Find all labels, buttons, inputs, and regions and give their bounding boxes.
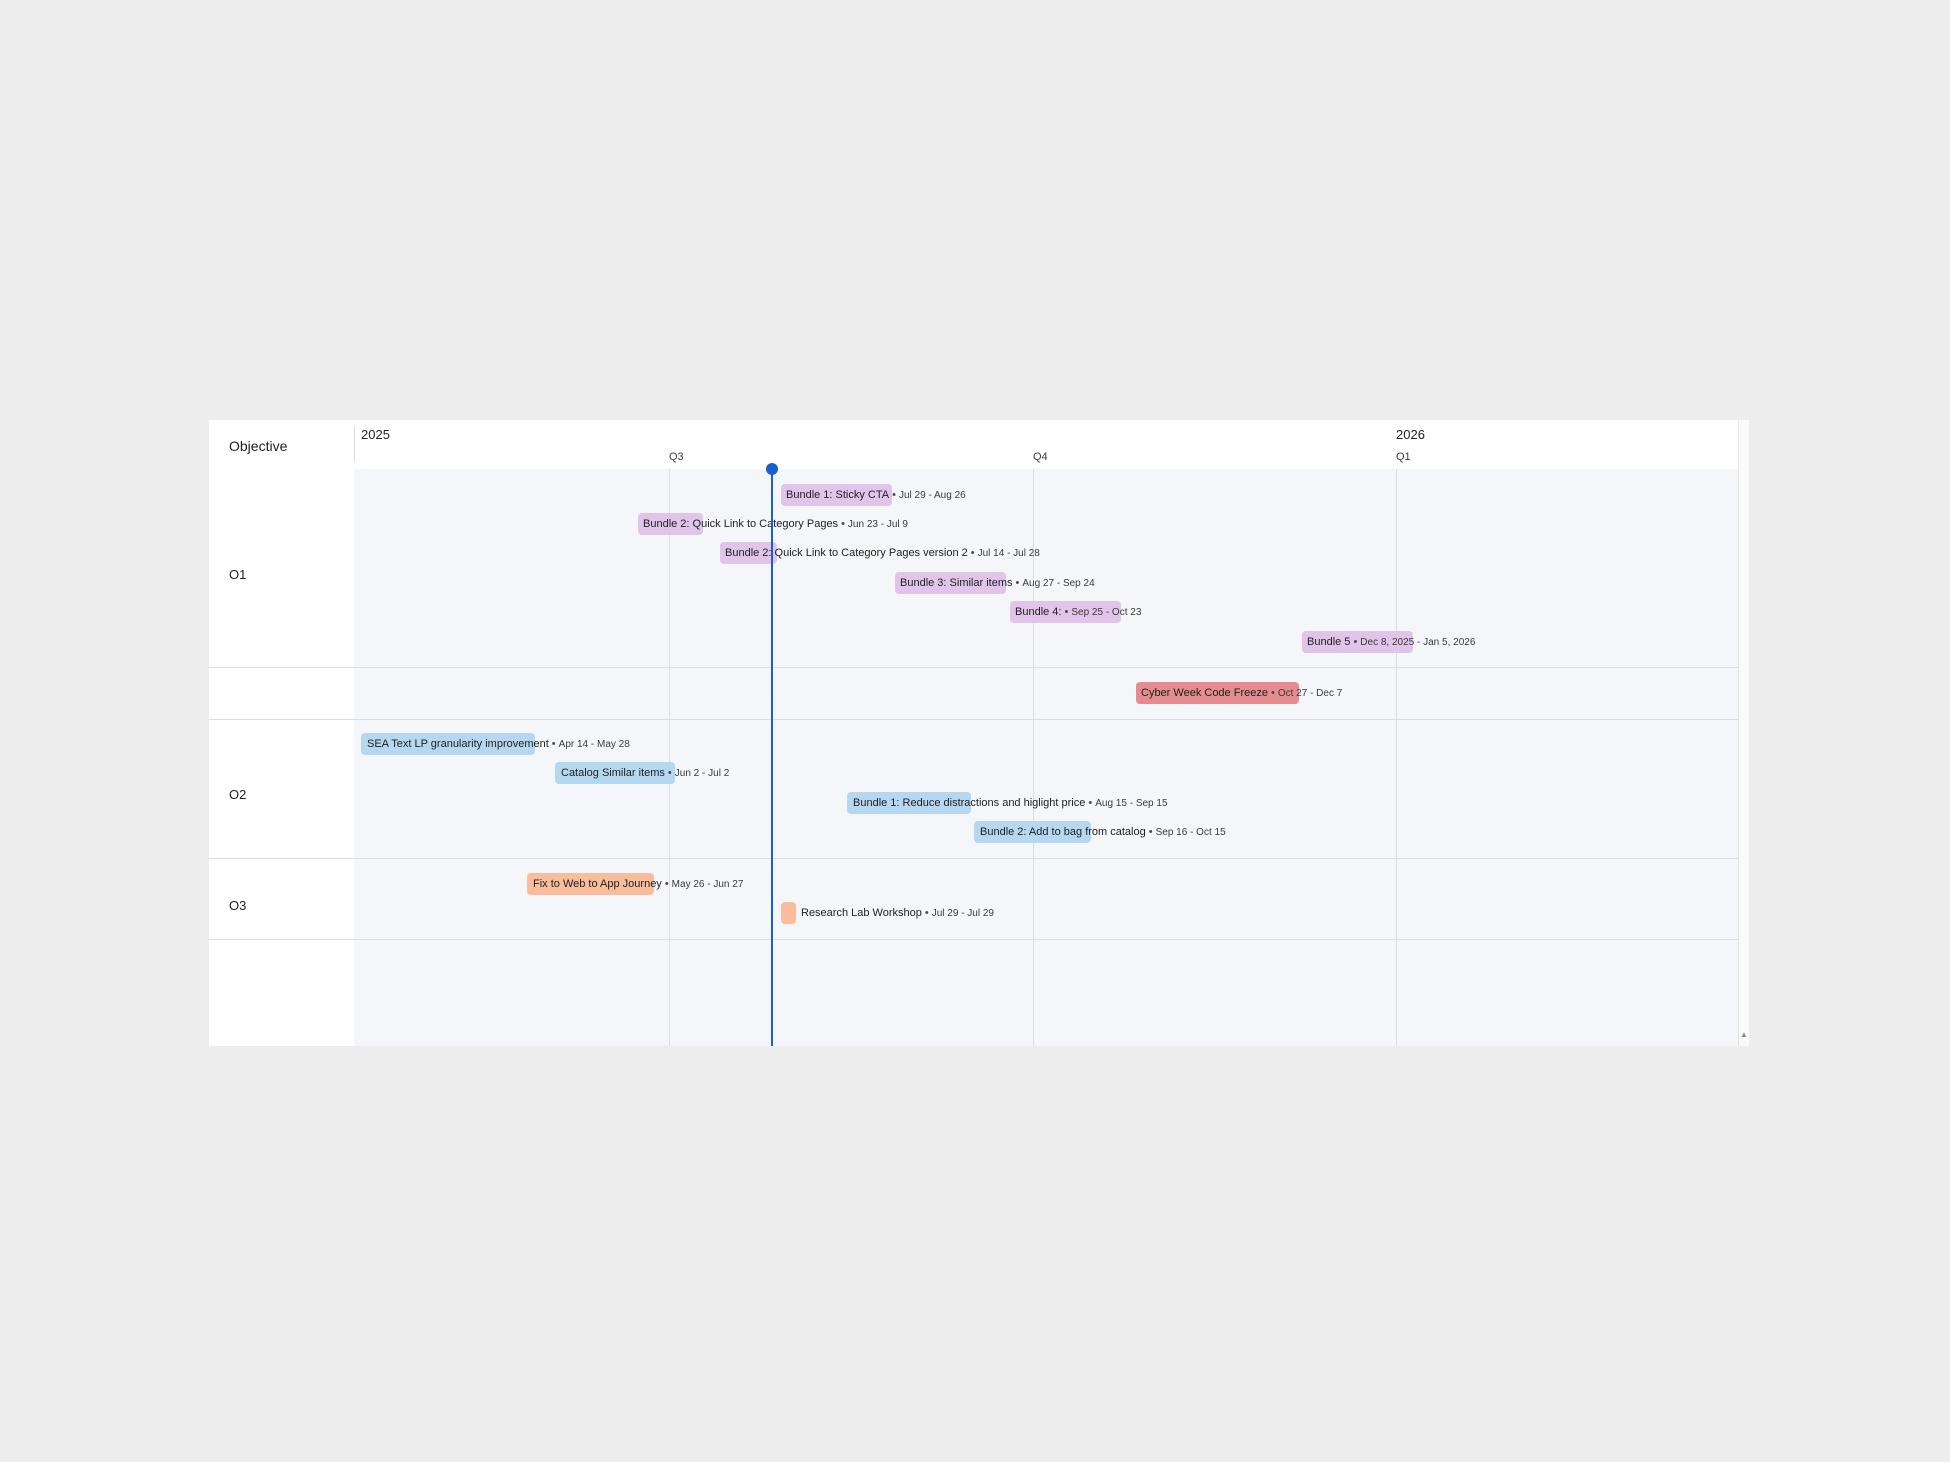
timeline-item-label[interactable]: Bundle 4: • Sep 25 - Oct 23: [1015, 601, 1141, 623]
item-dates: Dec 8, 2025 - Jan 5, 2026: [1360, 637, 1476, 648]
timeline-bar[interactable]: [781, 484, 892, 506]
row-label-o2: O2: [229, 787, 247, 802]
timeline-item-label[interactable]: Bundle 2: Quick Link to Category Pages v…: [725, 542, 1040, 564]
quarter-gridline-q1: [1396, 469, 1397, 1046]
timeline-bar[interactable]: [974, 821, 1091, 843]
timeline-item-label[interactable]: Bundle 5 • Dec 8, 2025 - Jan 5, 2026: [1307, 631, 1475, 653]
timeline-item-label[interactable]: Catalog Similar items • Jun 2 - Jul 2: [561, 762, 729, 784]
item-dates: Jul 29 - Jul 29: [931, 908, 994, 919]
item-title: Fix to Web to App Journey: [533, 878, 662, 890]
timeline-bar[interactable]: [555, 762, 675, 784]
timeline-grid: [354, 469, 1739, 1046]
item-bullet: •: [841, 518, 845, 530]
item-bullet: •: [1015, 577, 1020, 589]
timeline-bar[interactable]: [1010, 601, 1121, 623]
item-dates: Aug 27 - Sep 24: [1022, 578, 1095, 589]
timeline-item-label[interactable]: Bundle 2: Add to bag from catalog • Sep 16…: [980, 821, 1226, 843]
item-title: Bundle 1: Sticky CTA: [786, 489, 890, 501]
row-divider: [209, 667, 1739, 668]
item-dates: May 26 - Jun 27: [671, 879, 744, 890]
quarter-label-q1: Q1: [1396, 451, 1411, 463]
item-bullet: •: [892, 489, 896, 501]
timeline-item-label[interactable]: Fix to Web to App Journey • May 26 - Jun 2…: [533, 873, 743, 895]
item-bullet: •: [1064, 606, 1069, 618]
quarter-gridline-q3: [669, 469, 670, 1046]
quarter-gridline-q4: [1033, 469, 1034, 1046]
item-dates: Jul 14 - Jul 28: [977, 548, 1040, 559]
item-title: Bundle 2: Quick Link to Category Pages: [643, 518, 839, 530]
item-dates: Aug 15 - Sep 15: [1095, 798, 1168, 809]
item-title: Research Lab Workshop: [801, 907, 922, 919]
item-title: Bundle 3: Similar items: [900, 577, 1013, 589]
row-divider: [209, 939, 1739, 940]
item-title: Catalog Similar items: [561, 767, 665, 779]
timeline-header: Objective 2025 2026 Q3 Q4 Q1: [209, 420, 1739, 470]
item-bullet: •: [970, 547, 975, 559]
row-divider: [209, 719, 1739, 720]
item-dates: Apr 14 - May 28: [558, 739, 630, 750]
timeline-item-label[interactable]: Bundle 3: Similar items • Aug 27 - Sep 24: [900, 572, 1095, 594]
timeline-bar[interactable]: [895, 572, 1006, 594]
timeline-bar[interactable]: [847, 792, 971, 814]
timeline-item-label[interactable]: Research Lab Workshop • Jul 29 - Jul 29: [801, 902, 994, 924]
year-label-2025: 2025: [361, 427, 390, 442]
item-bullet: •: [667, 767, 672, 779]
item-dates: Sep 25 - Oct 23: [1071, 607, 1142, 618]
vertical-scrollbar[interactable]: ▲: [1738, 420, 1749, 1046]
timeline-bar[interactable]: [1302, 631, 1413, 653]
timeline-bar[interactable]: [720, 542, 777, 564]
item-title: Cyber Week Code Freeze: [1141, 687, 1268, 699]
timeline-bar[interactable]: [527, 873, 654, 895]
item-title: Bundle 2: Quick Link to Category Pages v…: [725, 547, 968, 559]
row-label-o3: O3: [229, 898, 247, 913]
row-label-o1: O1: [229, 567, 247, 582]
item-bullet: •: [664, 878, 669, 890]
item-bullet: •: [1270, 687, 1275, 699]
today-marker-handle[interactable]: [766, 463, 778, 475]
timeline-item-label[interactable]: Bundle 1: Reduce distractions and higlig…: [853, 792, 1168, 814]
timeline-bar[interactable]: [1136, 682, 1299, 704]
quarter-label-q3: Q3: [669, 451, 684, 463]
timeline-bar[interactable]: [781, 902, 796, 924]
timeline-panel: Objective 2025 2026 Q3 Q4 Q1 O1 O2 O3 Bu…: [209, 420, 1749, 1046]
timeline-item-label[interactable]: Cyber Week Code Freeze • Oct 27 - Dec 7: [1141, 682, 1342, 704]
item-dates: Oct 27 - Dec 7: [1277, 688, 1343, 699]
objective-label-column: O1 O2 O3: [209, 469, 354, 1046]
timeline-item-label[interactable]: Bundle 2: Quick Link to Category Pages • J…: [643, 513, 908, 535]
item-dates: Sep 16 - Oct 15: [1155, 827, 1226, 838]
item-bullet: •: [551, 738, 556, 750]
item-title: Bundle 5: [1307, 636, 1351, 648]
timeline-bar[interactable]: [638, 513, 703, 535]
timeline-item-label[interactable]: Bundle 1: Sticky CTA • Jul 29 - Aug 26: [786, 484, 966, 506]
scroll-up-arrow-icon[interactable]: ▲: [1740, 1030, 1748, 1039]
item-bullet: •: [1353, 636, 1358, 648]
timeline-item-label[interactable]: SEA Text LP granularity improvement • Apr …: [367, 733, 630, 755]
timeline-bar[interactable]: [361, 733, 535, 755]
objective-column-header: Objective: [229, 438, 288, 454]
quarter-label-q4: Q4: [1033, 451, 1048, 463]
header-divider: [354, 426, 355, 462]
item-bullet: •: [1148, 826, 1153, 838]
item-dates: Jul 29 - Aug 26: [898, 490, 966, 501]
today-marker-line: [771, 468, 773, 1046]
item-bullet: •: [1088, 797, 1093, 809]
item-title: SEA Text LP granularity improvement: [367, 738, 549, 750]
item-dates: Jun 2 - Jul 2: [674, 768, 730, 779]
item-dates: Jun 23 - Jul 9: [847, 519, 908, 530]
item-title: Bundle 4:: [1015, 606, 1062, 618]
item-title: Bundle 1: Reduce distractions and higlig…: [853, 797, 1086, 809]
item-bullet: •: [924, 907, 929, 919]
year-label-2026: 2026: [1396, 427, 1425, 442]
item-title: Bundle 2: Add to bag from catalog: [980, 826, 1146, 838]
row-divider: [209, 858, 1739, 859]
